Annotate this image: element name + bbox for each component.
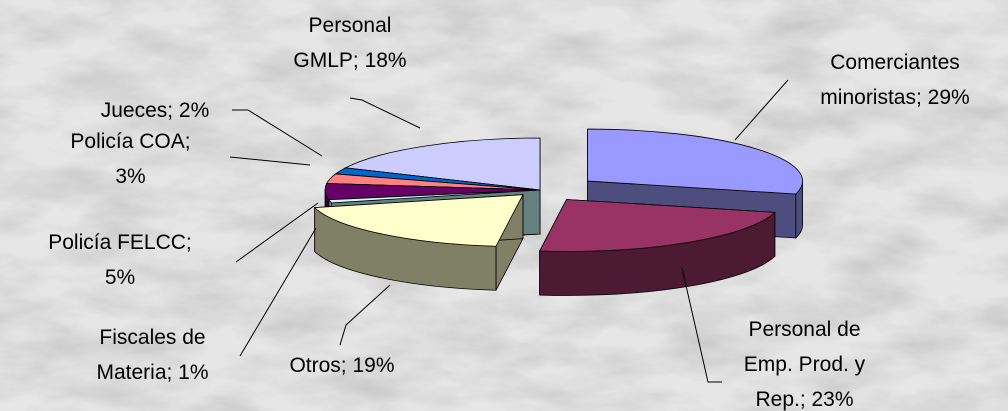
leader-line: [235, 202, 319, 263]
slice: [344, 137, 541, 191]
data-label: Comerciantes minoristas; 29%: [820, 51, 970, 109]
leader-line: [232, 109, 323, 157]
leader-line: [229, 156, 311, 166]
data-label: Personal GMLP; 18%: [293, 14, 407, 72]
data-label: Otros; 19%: [289, 354, 395, 377]
data-label: Policía COA; 3%: [70, 130, 191, 188]
leader-line: [239, 227, 317, 357]
leader-line: [734, 79, 789, 141]
data-label: Policía FELCC; 5%: [48, 231, 192, 289]
slice: [313, 194, 524, 247]
data-label: Personal de Emp. Prod. y Rep.; 23%: [743, 318, 866, 411]
leader-line: [339, 284, 391, 346]
leader-line: [681, 267, 722, 383]
data-label: Jueces; 2%: [100, 99, 210, 122]
data-label: Fiscales de Materia; 1%: [96, 326, 209, 384]
slice: [328, 189, 541, 204]
slice: [538, 199, 776, 252]
slice: [587, 128, 803, 195]
leader-line: [349, 97, 421, 129]
